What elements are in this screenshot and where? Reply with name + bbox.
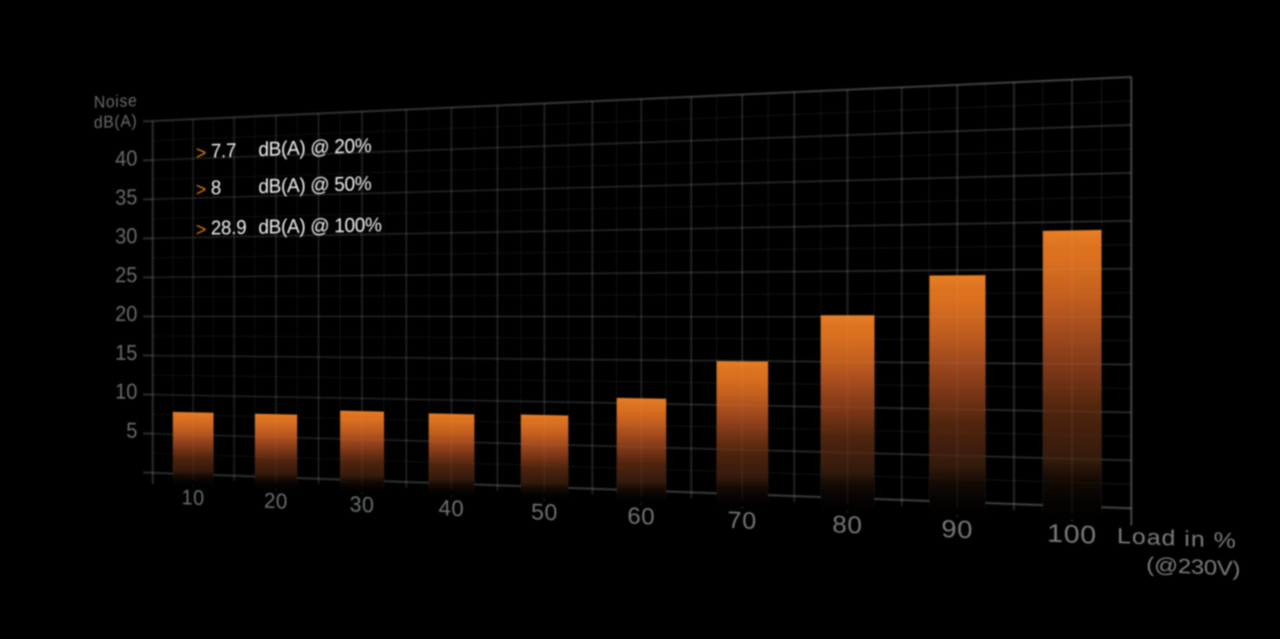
svg-text:Load in %: Load in %	[1117, 523, 1237, 552]
svg-text:dB(A) @ 100%: dB(A) @ 100%	[258, 214, 381, 239]
svg-text:80: 80	[832, 511, 862, 539]
svg-text:10: 10	[182, 486, 205, 511]
svg-text:28.9: 28.9	[211, 217, 247, 239]
svg-text:40: 40	[439, 495, 465, 521]
svg-text:20: 20	[115, 302, 137, 326]
svg-text:40: 40	[115, 146, 137, 171]
svg-text:10: 10	[115, 380, 137, 404]
svg-text:70: 70	[728, 507, 757, 535]
svg-text:7.7: 7.7	[211, 140, 236, 163]
svg-text:8: 8	[211, 178, 221, 200]
svg-text:20: 20	[264, 489, 288, 514]
svg-text:dB(A) @ 50%: dB(A) @ 50%	[258, 173, 371, 199]
svg-text:15: 15	[115, 341, 137, 365]
svg-text:100: 100	[1047, 519, 1097, 549]
svg-text:30: 30	[115, 224, 137, 248]
svg-text:dB(A): dB(A)	[94, 112, 138, 133]
svg-text:>: >	[196, 178, 206, 200]
svg-text:30: 30	[350, 491, 375, 517]
svg-text:Noise: Noise	[94, 91, 138, 112]
svg-text:>: >	[196, 141, 206, 163]
svg-text:>: >	[196, 218, 206, 240]
svg-text:(@230V): (@230V)	[1146, 553, 1240, 581]
svg-text:dB(A) @ 20%: dB(A) @ 20%	[258, 135, 371, 162]
svg-text:35: 35	[115, 185, 137, 209]
svg-text:90: 90	[941, 514, 973, 544]
svg-text:50: 50	[531, 498, 558, 525]
svg-text:5: 5	[126, 419, 137, 443]
svg-text:60: 60	[627, 504, 655, 531]
svg-text:25: 25	[115, 263, 137, 287]
